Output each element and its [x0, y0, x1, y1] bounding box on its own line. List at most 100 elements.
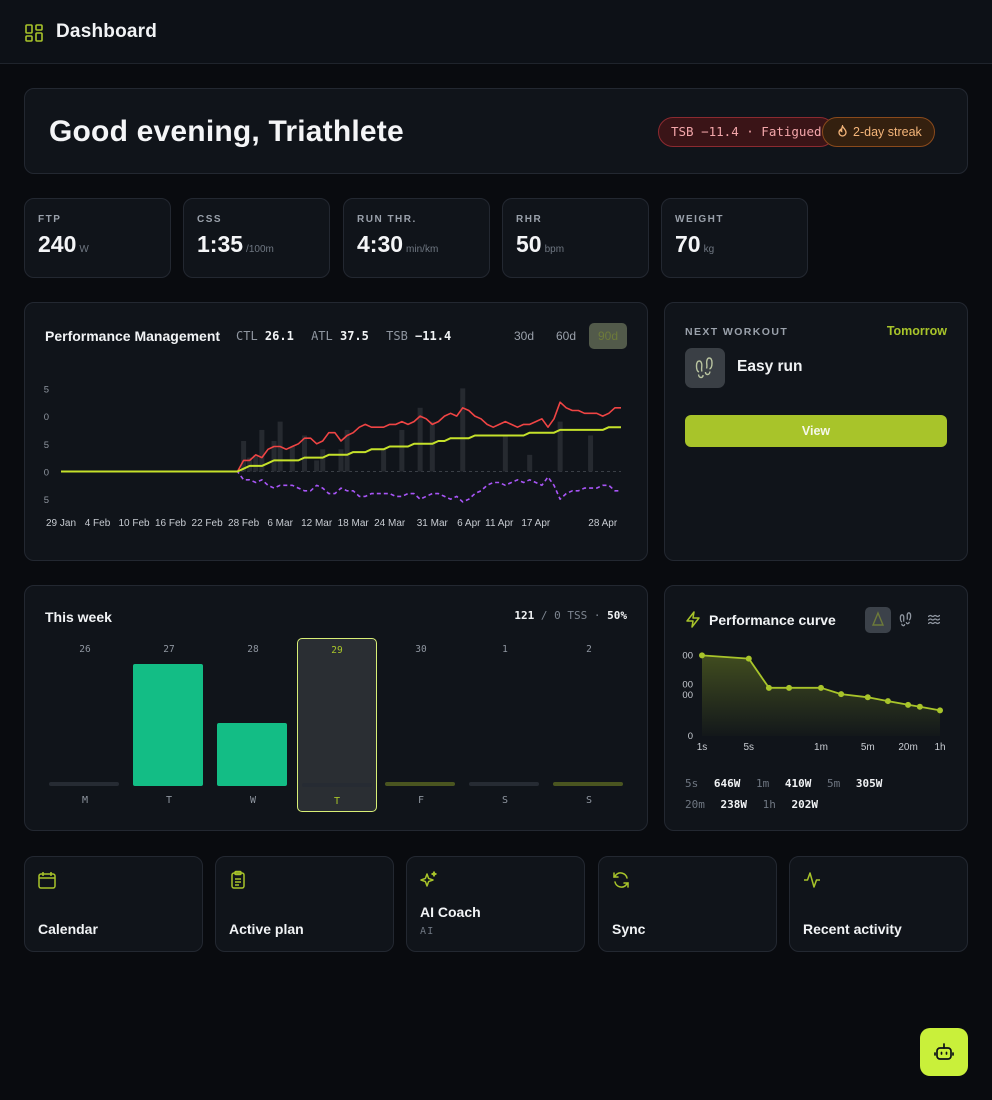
best-power: 238W [720, 798, 748, 811]
week-planned-marker [385, 782, 455, 786]
sport-run-button[interactable] [893, 607, 919, 633]
view-workout-button[interactable]: View [685, 415, 947, 447]
stat-value: 240 W [38, 231, 89, 258]
tile-label: AI Coach [420, 904, 481, 920]
week-day-date: 27 [163, 644, 175, 655]
range-90d-button[interactable]: 90d [589, 323, 627, 349]
this-week-card: This week 121 / 0 TSS · 50% 26 M 27 T 28 W 29 T… [24, 585, 648, 831]
week-tss-summary: 121 / 0 TSS · 50% [514, 609, 627, 622]
best-power: 202W [791, 798, 819, 811]
week-day-column[interactable]: 27 T [129, 638, 209, 812]
tsb-label: TSB [386, 329, 408, 343]
tile-label: Active plan [229, 921, 304, 937]
performance-curve-card: Performance curve 00 00 00 0 1s 5s 1m 5m 20m 1h 5… [664, 585, 968, 831]
training-load-bar [320, 449, 326, 472]
ai-assistant-button[interactable] [920, 1028, 968, 1076]
x-tick-label: 1s [697, 742, 708, 753]
week-day-column[interactable]: 30 F [381, 638, 461, 812]
stat-number: 240 [38, 231, 77, 257]
x-tick-label: 12 Mar [301, 518, 333, 529]
x-tick-label: 6 Mar [267, 518, 293, 529]
week-day-date: 26 [79, 644, 91, 655]
best-power: 646W [713, 777, 741, 790]
stat-number: 70 [675, 231, 701, 257]
refresh-icon [613, 872, 629, 888]
training-load-bar [502, 435, 508, 472]
best-duration: 20m [685, 798, 705, 811]
stat-card-css: CSS 1:35/100m [183, 198, 330, 278]
x-tick-label: 10 Feb [118, 518, 150, 529]
greeting-card: Good evening, Triathlete TSB −11.4 · Fat… [24, 88, 968, 174]
y-tick-label: 5 [44, 495, 49, 506]
week-day-name: M [81, 795, 89, 806]
stat-number: 4:30 [357, 231, 404, 257]
x-tick-label: 5m [861, 742, 875, 753]
x-tick-label: 5s [743, 742, 754, 753]
curve-area [702, 655, 940, 736]
training-load-bar [271, 441, 277, 472]
training-load-bar [399, 429, 405, 472]
lightning-icon [686, 611, 700, 628]
week-planned-marker [553, 782, 623, 786]
curve-point [765, 684, 772, 691]
tile-active-plan[interactable]: Active plan [215, 856, 394, 952]
stat-value: 50 bpm [516, 231, 564, 258]
activity-icon [804, 872, 820, 888]
best-duration: 1h [762, 798, 776, 811]
pmc-chart: 5 0 5 0 5 29 Jan 4 Feb 10 Feb 16 Feb 22 Feb 28 Feb… [44, 384, 621, 529]
tile-sublabel: AI [420, 926, 435, 937]
ctl-line [61, 426, 621, 473]
range-60d-button[interactable]: 60d [555, 329, 577, 343]
sport-bike-button[interactable] [865, 607, 891, 633]
training-load-bar [247, 457, 253, 472]
week-empty-bar [469, 782, 539, 786]
week-day-name: T [165, 795, 173, 806]
sparkles-icon [420, 871, 437, 887]
tile-sync[interactable]: Sync [598, 856, 777, 952]
training-load-bar [338, 449, 344, 472]
ctl-value: 26.1 [264, 329, 294, 343]
sport-swim-button[interactable] [921, 607, 947, 633]
tsb-status-badge: TSB −11.4 · Fatigued [658, 117, 835, 147]
greeting-heading: Good evening, Triathlete [49, 115, 404, 148]
curve-point [905, 701, 912, 708]
workout-type-badge [685, 348, 725, 388]
curve-point [745, 655, 752, 662]
curve-point [937, 707, 943, 714]
week-day-column[interactable]: 26 M [45, 638, 125, 812]
clipboard-icon [231, 870, 245, 889]
x-tick-label: 22 Feb [192, 518, 224, 529]
best-effort: 1m 410W [756, 777, 811, 790]
range-30d-button[interactable]: 30d [513, 329, 535, 343]
best-effort: 5s 646W [685, 777, 740, 790]
tile-calendar[interactable]: Calendar [24, 856, 203, 952]
week-title: This week [45, 609, 112, 625]
stat-label: FTP [38, 214, 62, 225]
week-day-column[interactable]: 28 W [213, 638, 293, 812]
atl-label: ATL [311, 329, 333, 343]
streak-badge: 2-day streak [822, 117, 935, 147]
stat-label: RUN THR. [357, 214, 417, 225]
stat-label: RHR [516, 214, 543, 225]
next-workout-label: NEXT WORKOUT [685, 326, 789, 338]
training-load-bar [381, 449, 387, 472]
tile-ai-coach[interactable]: AI Coach AI [406, 856, 585, 952]
x-tick-label: 1m [814, 742, 828, 753]
stat-card-weight: WEIGHT 70 kg [661, 198, 808, 278]
stat-value: 4:30 min/km [357, 231, 438, 258]
y-tick-label: 00 [682, 650, 693, 661]
week-day-name: W [249, 795, 257, 806]
stat-unit: W [79, 244, 89, 255]
training-load-bar [460, 388, 466, 472]
best-duration: 5s [685, 777, 699, 790]
streak-label: 2-day streak [853, 125, 922, 139]
training-load-bar [527, 454, 533, 472]
week-tss-bar [133, 663, 203, 786]
week-day-date: 28 [247, 644, 259, 655]
x-tick-label: 31 Mar [417, 518, 449, 529]
week-day-column[interactable]: 29 T [297, 638, 377, 812]
stat-card-run-threshold: RUN THR. 4:30 min/km [343, 198, 490, 278]
tile-recent-activity[interactable]: Recent activity [789, 856, 968, 952]
